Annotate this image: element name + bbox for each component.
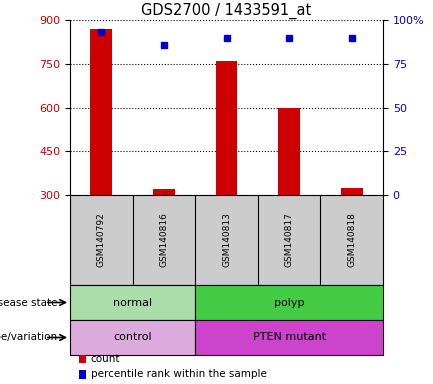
Text: count: count bbox=[91, 354, 120, 364]
Text: disease state: disease state bbox=[0, 298, 57, 308]
Text: percentile rank within the sample: percentile rank within the sample bbox=[91, 369, 267, 379]
Bar bbox=[90, 29, 112, 195]
Text: GSM140817: GSM140817 bbox=[284, 213, 294, 267]
Text: control: control bbox=[113, 333, 152, 343]
Bar bbox=[195, 320, 383, 355]
Bar bbox=[341, 188, 363, 195]
Title: GDS2700 / 1433591_at: GDS2700 / 1433591_at bbox=[142, 2, 312, 19]
Text: GSM140813: GSM140813 bbox=[222, 213, 231, 267]
Text: genotype/variation: genotype/variation bbox=[0, 333, 57, 343]
Bar bbox=[216, 61, 237, 195]
Text: PTEN mutant: PTEN mutant bbox=[252, 333, 326, 343]
Text: polyp: polyp bbox=[274, 298, 304, 308]
Bar bbox=[70, 320, 195, 355]
Bar bbox=[195, 285, 383, 320]
Bar bbox=[153, 189, 175, 195]
Text: normal: normal bbox=[113, 298, 152, 308]
Text: GSM140818: GSM140818 bbox=[347, 213, 356, 267]
Text: GSM140816: GSM140816 bbox=[159, 213, 168, 267]
Bar bbox=[70, 285, 195, 320]
Text: GSM140792: GSM140792 bbox=[97, 213, 106, 267]
Bar bbox=[278, 108, 300, 195]
